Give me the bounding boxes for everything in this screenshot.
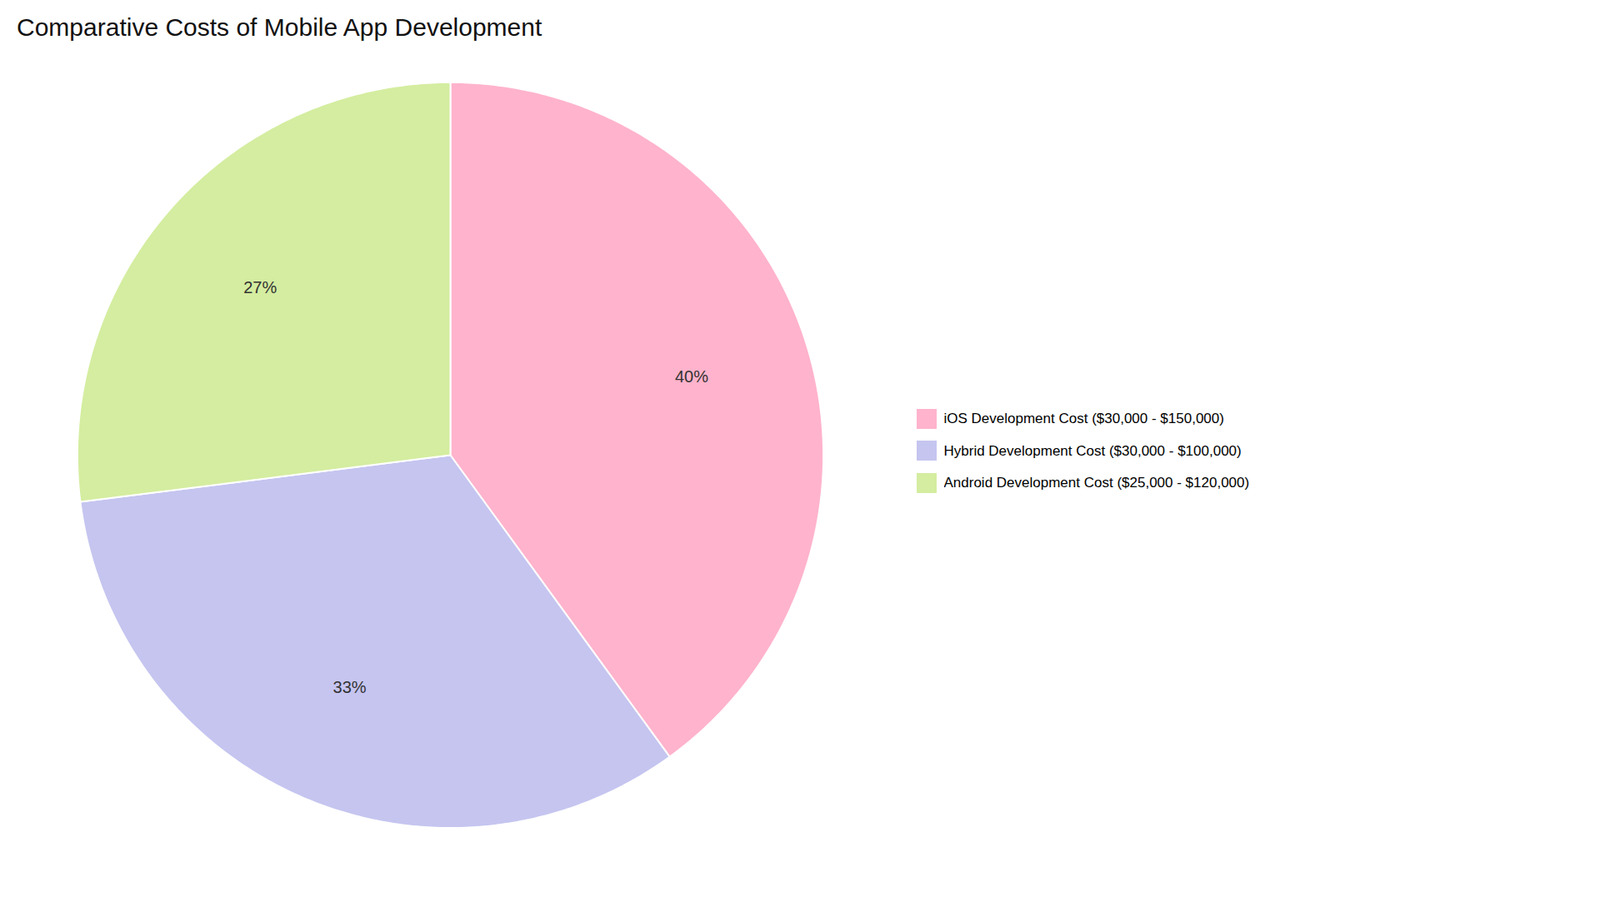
html-text:Comparative Costs of Mobile Ap: Comparative Costs of Mobile App Developm… <box>16 13 542 41</box>
html-text:Android Development Cost ($25,: Android Development Cost ($25,000 - $120… <box>943 474 1250 491</box>
svg-text:33%: 33% <box>333 678 367 697</box>
html-text:iOS Development Cost ($30,000: iOS Development Cost ($30,000 - $150,000… <box>943 411 1225 427</box>
html-text:Hybrid Development Cost ($30,0: Hybrid Development Cost ($30,000 - $100,… <box>943 442 1242 459</box>
svg-text:27%: 27% <box>243 278 277 297</box>
svg-text:40%: 40% <box>675 367 709 386</box>
